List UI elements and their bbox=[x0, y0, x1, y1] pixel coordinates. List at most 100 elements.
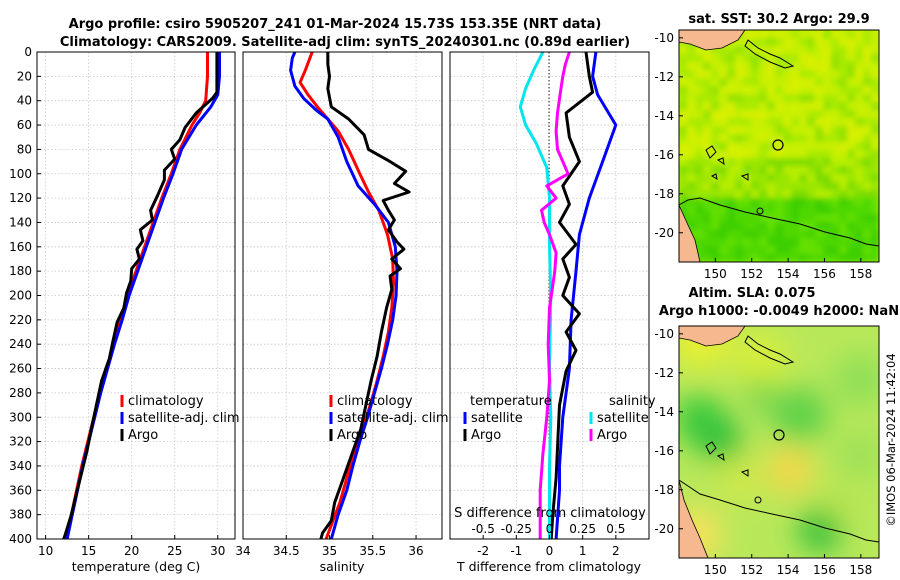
legend-sal-satellite-label: satellite bbox=[597, 411, 649, 426]
sst-cell bbox=[743, 102, 752, 111]
sst-cell bbox=[863, 246, 872, 255]
sst-cell bbox=[695, 222, 704, 231]
sst-cell bbox=[855, 214, 864, 223]
sst-cell bbox=[759, 182, 768, 191]
sst-cell bbox=[863, 206, 872, 215]
sst-cell bbox=[783, 118, 792, 127]
map-x-tick-label: 154 bbox=[777, 267, 800, 281]
temperature-grid bbox=[37, 52, 235, 539]
sst-cell bbox=[679, 110, 688, 119]
sst-cell bbox=[831, 166, 840, 175]
sst-cell bbox=[743, 94, 752, 103]
map-y-tick-label: -10 bbox=[654, 327, 674, 341]
sst-cell bbox=[799, 166, 808, 175]
sst-cell bbox=[719, 214, 728, 223]
sst-cell bbox=[743, 150, 752, 159]
sst-cell bbox=[775, 126, 784, 135]
sst-cell bbox=[831, 246, 840, 255]
sst-cell bbox=[687, 214, 696, 223]
title-line2: Climatology: CARS2009. Satellite-adj cli… bbox=[60, 35, 630, 50]
depth-tick-label: 280 bbox=[9, 386, 32, 400]
difference-axes-frame bbox=[449, 51, 650, 540]
sst-cell bbox=[799, 134, 808, 143]
sst-cell bbox=[815, 158, 824, 167]
sst-cell bbox=[831, 182, 840, 191]
sst-cell bbox=[687, 62, 696, 71]
sst-cell bbox=[799, 182, 808, 191]
sst-cell bbox=[831, 150, 840, 159]
sst-cell bbox=[703, 118, 712, 127]
sst-cell bbox=[767, 190, 776, 199]
sst-cell bbox=[743, 246, 752, 255]
sst-cell bbox=[855, 158, 864, 167]
sst-cell bbox=[839, 238, 848, 247]
sst-cell bbox=[815, 30, 824, 39]
sst-cell bbox=[855, 182, 864, 191]
sst-cell bbox=[775, 254, 784, 262]
copyright-stamp: ©IMOS 06-Mar-2024 11:42:04 bbox=[884, 353, 898, 526]
x-tick-label: 0 bbox=[546, 544, 554, 558]
sst-cell bbox=[775, 150, 784, 159]
sst-cell bbox=[783, 254, 792, 262]
sst-cell bbox=[791, 134, 800, 143]
sst-cell bbox=[759, 166, 768, 175]
sst-cell bbox=[847, 70, 856, 79]
sst-cell bbox=[703, 126, 712, 135]
sst-cell bbox=[751, 126, 760, 135]
sst-cell bbox=[775, 94, 784, 103]
map-x-tick-label: 152 bbox=[740, 563, 763, 577]
sst-cell bbox=[807, 70, 816, 79]
depth-tick-label: 180 bbox=[9, 264, 32, 278]
coral-sea-reefs bbox=[705, 441, 749, 477]
sst-cell bbox=[767, 142, 776, 151]
sst-cell bbox=[783, 222, 792, 231]
sst-cell bbox=[767, 70, 776, 79]
sst-cell bbox=[807, 126, 816, 135]
sst-cell bbox=[743, 198, 752, 207]
sst-cell bbox=[807, 166, 816, 175]
sst-cell bbox=[807, 246, 816, 255]
sst-cell bbox=[719, 102, 728, 111]
sst-cell bbox=[807, 190, 816, 199]
sst-cell bbox=[679, 206, 688, 215]
sst-cell bbox=[775, 54, 784, 63]
depth-tick-label: 340 bbox=[9, 459, 32, 473]
sst-cell bbox=[799, 70, 808, 79]
sla-field bbox=[679, 326, 879, 558]
sst-cell bbox=[799, 62, 808, 71]
legend-temp-argo-label: Argo bbox=[471, 428, 501, 443]
title-line1: Argo profile: csiro 5905207_241 01-Mar-2… bbox=[69, 17, 602, 32]
sst-cell bbox=[751, 118, 760, 127]
sst-cell bbox=[767, 118, 776, 127]
sst-cell bbox=[831, 238, 840, 247]
sst-cell bbox=[751, 86, 760, 95]
sst-cell bbox=[751, 238, 760, 247]
sst-cell bbox=[695, 70, 704, 79]
map-y-tick-label: -14 bbox=[654, 109, 674, 123]
sst-cell bbox=[759, 94, 768, 103]
sst-cell bbox=[751, 254, 760, 262]
sst-cell bbox=[847, 118, 856, 127]
sst-cell bbox=[743, 62, 752, 71]
sst-cell bbox=[775, 110, 784, 119]
temperature-series bbox=[62, 52, 221, 540]
sla-anomaly-blob bbox=[838, 433, 879, 477]
sst-cell bbox=[871, 230, 879, 239]
sst-cell bbox=[687, 158, 696, 167]
sst-cell bbox=[815, 142, 824, 151]
sst-cell bbox=[695, 190, 704, 199]
sst-cell bbox=[799, 206, 808, 215]
salinity-grid bbox=[242, 52, 442, 539]
sst-cell bbox=[743, 134, 752, 143]
sst-cell bbox=[847, 182, 856, 191]
sst-cell bbox=[799, 150, 808, 159]
sst-cell bbox=[719, 62, 728, 71]
sst-cell bbox=[679, 102, 688, 111]
sst-cell bbox=[711, 246, 720, 255]
sst-cell bbox=[719, 46, 728, 55]
sst-map-title: sat. SST: 30.2 Argo: 29.9 bbox=[688, 12, 869, 27]
sst-cell bbox=[791, 126, 800, 135]
sst-cell bbox=[775, 70, 784, 79]
sst-cell bbox=[775, 238, 784, 247]
salinity-difference-ticks: -0.5 -0.25 0 0.25 0.5 bbox=[471, 522, 625, 536]
